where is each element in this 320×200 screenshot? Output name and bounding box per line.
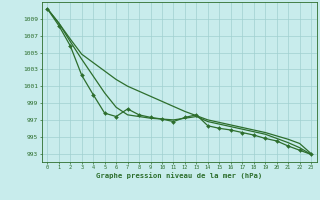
X-axis label: Graphe pression niveau de la mer (hPa): Graphe pression niveau de la mer (hPa) [96,172,262,179]
